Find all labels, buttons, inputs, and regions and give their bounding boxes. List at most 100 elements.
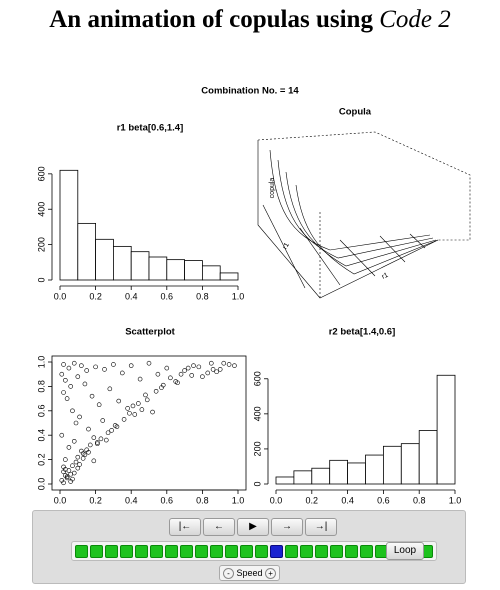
frame-dot[interactable] [270,544,283,558]
point [86,449,91,455]
nav-button[interactable]: → [271,518,303,536]
frame-dot[interactable] [75,544,88,558]
point [89,393,95,399]
y-tick-label: 200 [252,441,262,456]
point [189,373,195,378]
mesh-line [299,227,341,286]
frame-dot[interactable] [300,544,313,558]
nav-button[interactable]: ▶ [237,518,269,536]
point [77,414,82,420]
point [66,445,72,450]
point [107,386,113,392]
frame-dot[interactable] [345,544,358,558]
bar [436,374,456,485]
point [61,390,66,395]
point [210,367,216,372]
point [191,363,196,368]
frame-dot[interactable] [285,544,298,558]
point [125,406,130,411]
point [109,428,114,433]
speed-control: - Speed + [219,565,281,581]
frame-dots [71,541,437,561]
point [77,462,82,467]
frame-dot[interactable] [315,544,328,558]
point [185,365,191,371]
point [79,363,84,368]
chart-title: Scatterplot [125,327,175,338]
point [75,454,81,460]
mesh-line [285,171,437,267]
point [73,420,79,426]
frame-dot[interactable] [255,544,268,558]
mesh-line [339,239,376,277]
point [82,452,88,458]
point [136,401,141,406]
mesh-line [277,159,434,259]
bar [148,256,168,281]
point [59,432,65,438]
point [214,369,219,375]
plot-frame [51,355,247,491]
bar [329,459,349,485]
point [61,464,66,470]
bar [77,222,97,281]
frame-dot[interactable] [360,544,373,558]
mesh-line [295,184,439,275]
point [221,360,227,366]
point [128,363,134,368]
point [217,367,223,372]
frame-dot[interactable] [90,544,103,558]
point [153,388,159,394]
frame-dot[interactable] [210,544,223,558]
point [82,381,88,387]
y-tick-label: 0.2 [36,453,46,466]
point [73,459,79,465]
nav-button[interactable]: →| [305,518,337,536]
point [132,412,138,417]
point [91,458,97,464]
point [61,480,66,486]
x-tick-label: 0.4 [125,495,138,505]
point [205,370,211,376]
point [71,470,77,476]
nav-button[interactable]: |← [169,518,201,536]
chart-title: r1 beta[0.6,1.4] [117,123,184,134]
x-tick-label: 0.2 [306,495,319,505]
point [86,426,91,432]
point [143,392,148,398]
bar [365,454,384,485]
frame-dot[interactable] [165,544,178,558]
loop-button[interactable]: Loop [386,542,424,560]
point [79,448,84,454]
frame-dot[interactable] [120,544,133,558]
y-tick-label: 0 [252,481,262,486]
point [159,385,164,390]
speed-minus[interactable]: - [223,568,234,580]
bar [130,251,150,281]
point [91,435,97,440]
speed-plus[interactable]: + [265,568,277,580]
frame-dot[interactable] [195,544,208,558]
point [114,424,120,429]
frame-dot[interactable] [330,544,343,558]
frame-dot[interactable] [180,544,193,558]
point [103,437,109,443]
x-tick-label: 0.8 [413,495,426,505]
frame-dot[interactable] [150,544,163,558]
speed-label: Speed [236,568,263,578]
nav-button[interactable]: ← [203,518,235,536]
bar [219,272,239,281]
frame-dot[interactable] [135,544,148,558]
y-tick-label: 0 [36,277,46,282]
point [121,417,127,422]
frame-dot[interactable] [105,544,118,558]
x-axis-label: r1 [381,272,390,281]
frame-dot[interactable] [225,544,238,558]
animation-controls: |← ← ▶ → →| Loop - Speed + [32,510,466,584]
point [102,367,107,372]
point [61,362,66,367]
x-tick-label: 0.2 [89,495,102,505]
x-tick-label: 0.8 [196,495,209,505]
frame-dot[interactable] [240,544,253,558]
